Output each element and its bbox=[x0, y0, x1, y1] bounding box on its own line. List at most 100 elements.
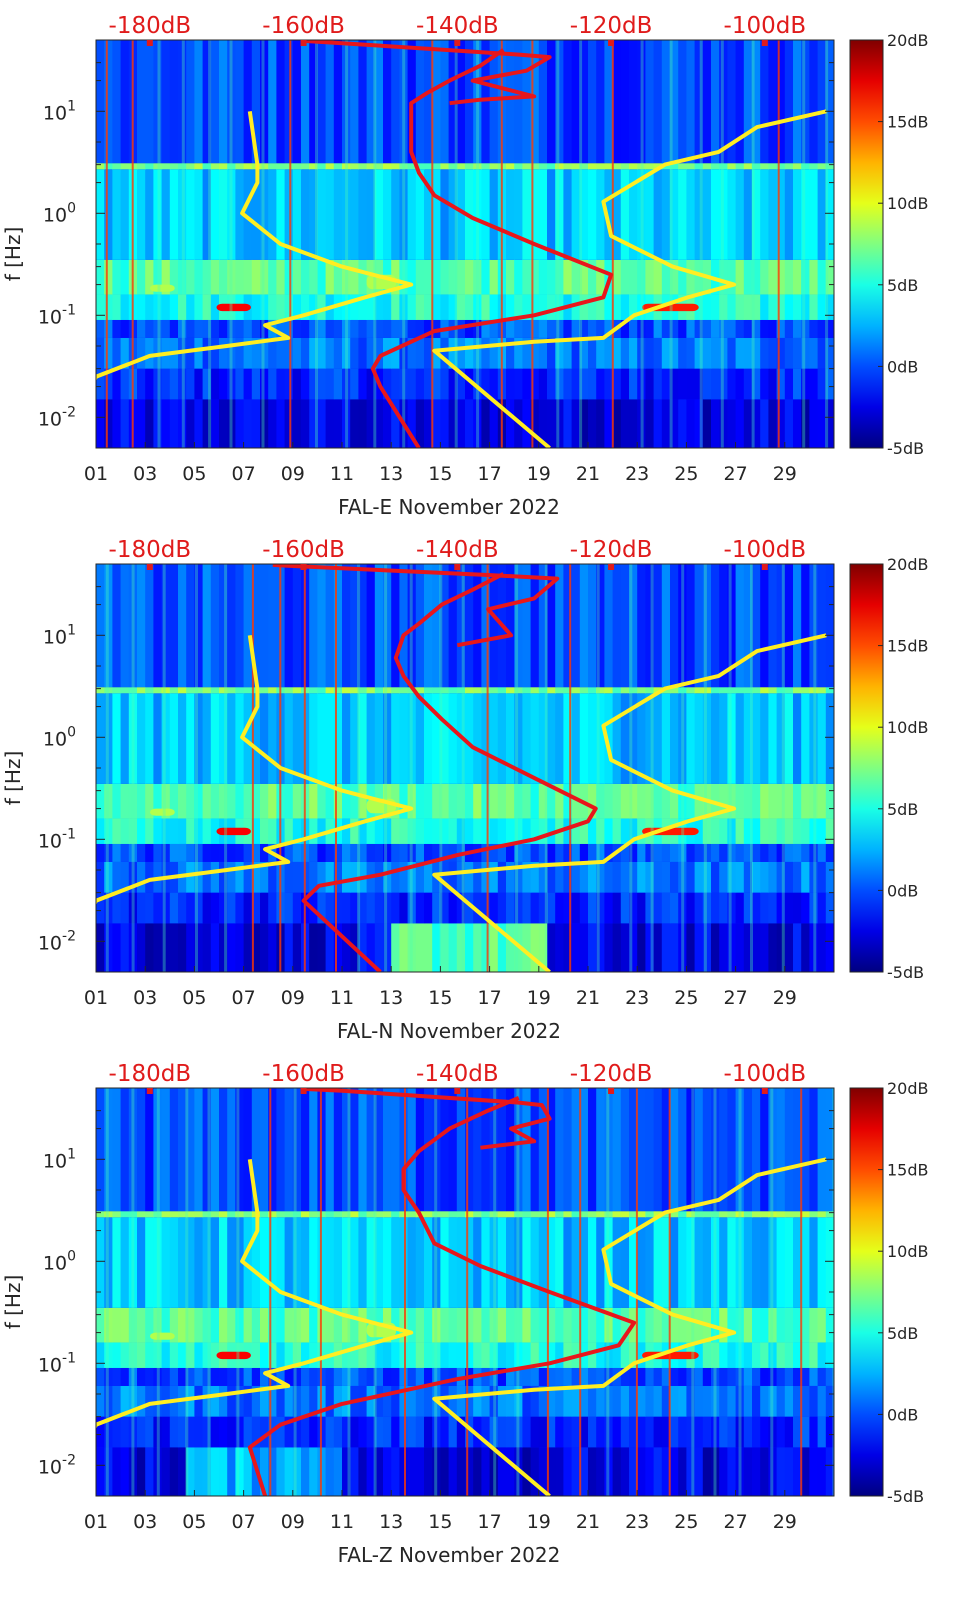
heatmap-cell bbox=[178, 1211, 187, 1218]
heatmap-cell bbox=[399, 1211, 409, 1218]
heatmap-cell bbox=[743, 40, 753, 164]
heatmap-cell bbox=[260, 259, 269, 295]
heatmap-cell bbox=[702, 843, 712, 862]
heatmap-cell bbox=[719, 1217, 728, 1308]
heatmap-cell bbox=[268, 294, 277, 320]
heatmap-cell bbox=[637, 368, 646, 400]
heatmap-cell bbox=[399, 1307, 409, 1343]
heatmap-cell bbox=[653, 368, 663, 400]
heatmap-cell bbox=[711, 1088, 720, 1212]
heatmap-cell bbox=[292, 1217, 302, 1308]
y-tick-label: 10-1 bbox=[38, 1350, 76, 1376]
heatmap-cell bbox=[604, 892, 614, 924]
heatmap-cell bbox=[161, 40, 171, 164]
heatmap-cell bbox=[547, 783, 556, 819]
heatmap-cell bbox=[415, 783, 425, 819]
heatmap-cell bbox=[522, 368, 532, 400]
heatmap-cell bbox=[653, 693, 663, 784]
heatmap-cell bbox=[415, 169, 425, 260]
heatmap-cell bbox=[604, 693, 614, 784]
heatmap-cell bbox=[629, 337, 638, 369]
heatmap-cell bbox=[112, 564, 122, 688]
heatmap-cell bbox=[456, 169, 466, 260]
heatmap-cell bbox=[251, 783, 261, 819]
x-tick-label: 13 bbox=[379, 463, 403, 485]
heatmap-cell bbox=[637, 687, 646, 694]
heatmap-cell bbox=[284, 163, 294, 170]
heatmap-cell bbox=[555, 337, 564, 369]
x-axis-label: FAL-Z November 2022 bbox=[338, 1543, 561, 1567]
heatmap-cell bbox=[784, 1217, 794, 1308]
heatmap-cell bbox=[793, 259, 802, 295]
heatmap-cell bbox=[317, 169, 327, 260]
heatmap-cell bbox=[817, 818, 827, 844]
heatmap-cell bbox=[161, 368, 171, 400]
heatmap-cell bbox=[284, 1385, 294, 1417]
heatmap-cell bbox=[424, 169, 433, 260]
heatmap-cell bbox=[153, 399, 163, 448]
heatmap-cell bbox=[317, 163, 327, 170]
heatmap-cell bbox=[301, 294, 310, 320]
colorbar-label: -5dB bbox=[887, 1487, 924, 1506]
heatmap-cell bbox=[752, 783, 761, 819]
heatmap-cell bbox=[776, 399, 786, 448]
heatmap-cell bbox=[678, 1211, 687, 1218]
heatmap-cell bbox=[612, 1211, 622, 1218]
heatmap-cell bbox=[702, 368, 712, 400]
heatmap-cell bbox=[104, 259, 113, 295]
x-tick-label: 19 bbox=[527, 463, 551, 485]
heatmap-cell bbox=[104, 693, 113, 784]
heatmap-cell bbox=[145, 1416, 154, 1448]
heatmap-cell bbox=[620, 169, 630, 260]
heatmap-cell bbox=[260, 861, 269, 893]
heatmap-cell bbox=[735, 923, 745, 972]
heatmap-cell bbox=[547, 319, 556, 338]
heatmap-cell bbox=[809, 1367, 819, 1386]
heatmap-cell bbox=[588, 319, 597, 338]
heatmap-cell bbox=[760, 368, 769, 400]
heatmap-cell bbox=[128, 1416, 138, 1448]
heatmap-cell bbox=[571, 169, 581, 260]
heatmap-cell bbox=[120, 783, 130, 819]
heatmap-cell bbox=[440, 294, 450, 320]
heatmap-cell bbox=[391, 892, 400, 924]
heatmap-cell bbox=[243, 687, 253, 694]
heatmap-cell bbox=[563, 1367, 573, 1386]
heatmap-cell bbox=[104, 399, 113, 448]
heatmap-cell bbox=[588, 1211, 597, 1218]
heatmap-cell bbox=[169, 564, 179, 688]
heatmap-cell bbox=[563, 892, 573, 924]
top-db-marker bbox=[761, 1088, 768, 1094]
heatmap-cell bbox=[661, 1416, 671, 1448]
heatmap-cell bbox=[678, 892, 687, 924]
heatmap-cell bbox=[178, 163, 187, 170]
heatmap-cell bbox=[563, 783, 573, 819]
heatmap-cell bbox=[342, 783, 351, 819]
heatmap-cell bbox=[489, 169, 499, 260]
heatmap-cell bbox=[243, 923, 253, 972]
heatmap-cell bbox=[178, 783, 187, 819]
heatmap-cell bbox=[645, 892, 655, 924]
heatmap-cell bbox=[424, 923, 433, 972]
heatmap-cell bbox=[260, 1342, 269, 1368]
heatmap-cell bbox=[383, 40, 392, 164]
heatmap-cell bbox=[350, 337, 359, 369]
heatmap-cell bbox=[137, 1367, 146, 1386]
heatmap-cell bbox=[342, 1211, 351, 1218]
heatmap-cell bbox=[235, 564, 245, 688]
heatmap-cell bbox=[817, 1307, 827, 1343]
heatmap-cell bbox=[333, 40, 343, 164]
heatmap-cell bbox=[227, 163, 236, 170]
heatmap-cell bbox=[522, 861, 532, 893]
heatmap-cell bbox=[424, 1416, 433, 1448]
heatmap-cell bbox=[653, 40, 663, 164]
heatmap-cell bbox=[407, 923, 417, 972]
heatmap-cell bbox=[719, 1211, 728, 1218]
heatmap-cell bbox=[104, 1447, 113, 1496]
heatmap-cell bbox=[210, 564, 220, 688]
heatmap-cell bbox=[399, 892, 409, 924]
heatmap-cell bbox=[612, 399, 622, 448]
heatmap-cell bbox=[629, 399, 638, 448]
heatmap-cell bbox=[301, 1447, 310, 1496]
